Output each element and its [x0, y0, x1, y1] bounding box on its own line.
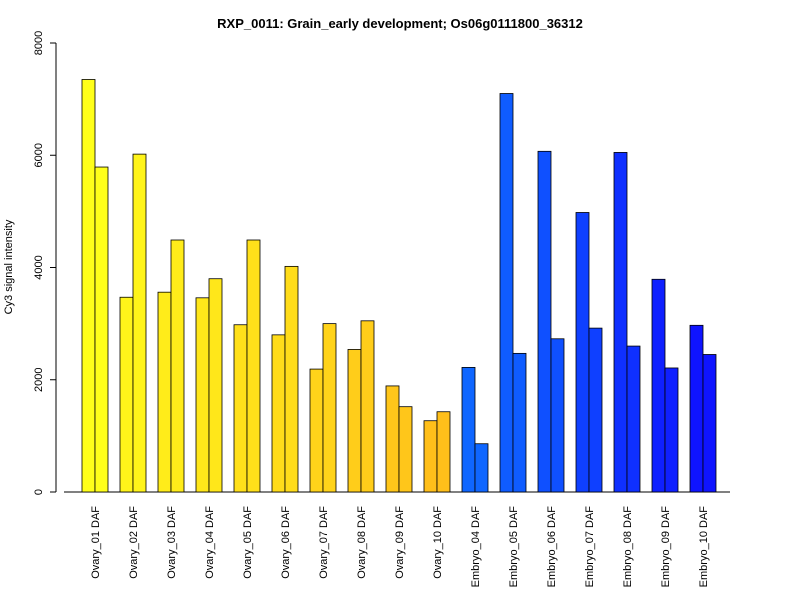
bar	[613, 152, 628, 493]
bar	[271, 334, 286, 493]
x-tick-label: Ovary_06 DAF	[280, 506, 292, 579]
bar	[81, 79, 96, 493]
y-tick-label: 8000	[33, 31, 45, 55]
bar	[208, 278, 223, 493]
bar	[651, 278, 666, 493]
bar	[360, 320, 375, 493]
bars	[81, 79, 717, 493]
bar	[474, 443, 489, 493]
chart-title: RXP_0011: Grain_early development; Os06g…	[217, 16, 583, 31]
bar	[309, 368, 324, 493]
bar	[588, 327, 603, 493]
bar	[689, 324, 704, 493]
x-tick-label: Embryo_06 DAF	[546, 506, 558, 588]
bar	[664, 367, 679, 493]
bar	[626, 345, 641, 493]
x-tick-label: Ovary_07 DAF	[318, 506, 330, 579]
bar	[233, 324, 248, 493]
y-tick-label: 2000	[33, 368, 45, 392]
x-tick-label: Embryo_10 DAF	[698, 506, 710, 588]
bar	[284, 265, 299, 493]
bar	[575, 212, 590, 493]
x-tick-label: Ovary_03 DAF	[166, 506, 178, 579]
bar	[499, 93, 514, 493]
bar	[195, 297, 210, 493]
x-tick-label: Embryo_08 DAF	[622, 506, 634, 588]
y-tick-label: 6000	[33, 143, 45, 167]
x-tick-label: Embryo_04 DAF	[470, 506, 482, 588]
x-tick-label: Ovary_01 DAF	[90, 506, 102, 579]
bar	[385, 385, 400, 493]
bar	[461, 367, 476, 493]
x-tick-label: Embryo_05 DAF	[508, 506, 520, 588]
bar	[246, 239, 261, 493]
bar	[550, 338, 565, 493]
bar	[322, 323, 337, 493]
bar	[702, 354, 717, 493]
x-tick-label: Ovary_10 DAF	[432, 506, 444, 579]
y-tick-label: 0	[33, 489, 45, 495]
y-axis-label: Cy3 signal intensity	[3, 219, 15, 314]
bar	[436, 411, 451, 493]
x-tick-label: Embryo_09 DAF	[660, 506, 672, 588]
bar	[157, 291, 172, 493]
category-labels: Ovary_01 DAF Ovary_02 DAF Ovary_03 DAF Ovar…	[90, 506, 710, 588]
bar	[423, 420, 438, 493]
bar	[94, 166, 109, 493]
x-tick-label: Ovary_08 DAF	[356, 506, 368, 579]
y-axis: 0 2000 4000 6000 8000	[33, 31, 57, 495]
bar	[512, 352, 527, 493]
x-tick-label: Embryo_07 DAF	[584, 506, 596, 588]
bar	[347, 349, 362, 493]
x-tick-label: Ovary_09 DAF	[394, 506, 406, 579]
bar	[132, 153, 147, 493]
y-tick-label: 4000	[33, 255, 45, 279]
x-tick-label: Ovary_04 DAF	[204, 506, 216, 579]
x-tick-label: Ovary_02 DAF	[128, 506, 140, 579]
bar	[537, 150, 552, 493]
bar	[170, 239, 185, 493]
x-tick-label: Ovary_05 DAF	[242, 506, 254, 579]
bar	[119, 296, 134, 493]
bar	[398, 406, 413, 493]
